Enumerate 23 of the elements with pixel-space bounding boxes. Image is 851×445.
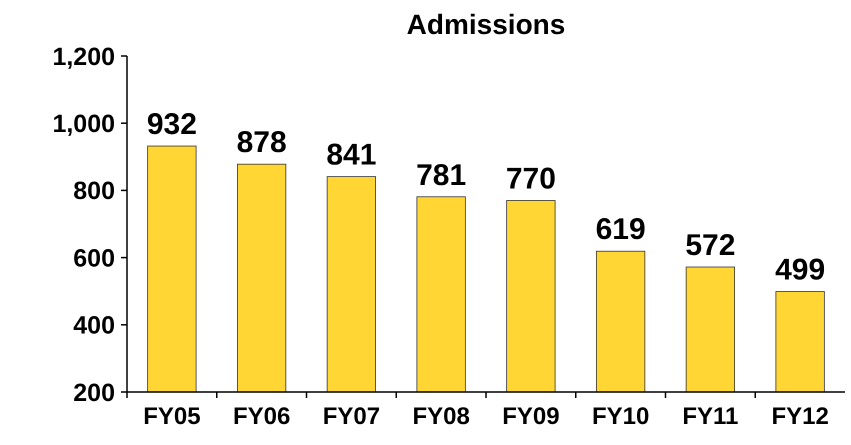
x-tick-label: FY09	[502, 403, 560, 430]
data-label: 841	[326, 138, 376, 172]
data-label: 932	[146, 108, 197, 142]
x-tick-label: FY08	[412, 403, 470, 430]
data-label: 499	[775, 254, 826, 287]
x-tick-label: FY11	[682, 403, 738, 430]
x-tick-label: FY12	[771, 403, 829, 430]
y-tick-label: 800	[73, 177, 115, 206]
x-tick-label: FY10	[592, 403, 650, 430]
data-label: 770	[506, 162, 556, 196]
y-tick-label: 400	[73, 312, 115, 340]
x-tick-label: FY07	[322, 403, 380, 430]
data-label: 572	[685, 229, 736, 262]
data-label: 878	[236, 126, 287, 160]
x-tick-label: FY06	[232, 403, 290, 430]
data-label: 619	[596, 213, 646, 246]
y-tick-label: 600	[73, 244, 115, 272]
y-tick-label: 1,000	[52, 110, 115, 138]
y-tick-label: 1,200	[52, 42, 115, 71]
chart-title: Admissions	[406, 9, 566, 40]
data-label: 781	[416, 158, 466, 192]
y-tick-label: 200	[73, 378, 115, 407]
x-tick-label: FY05	[143, 403, 201, 430]
